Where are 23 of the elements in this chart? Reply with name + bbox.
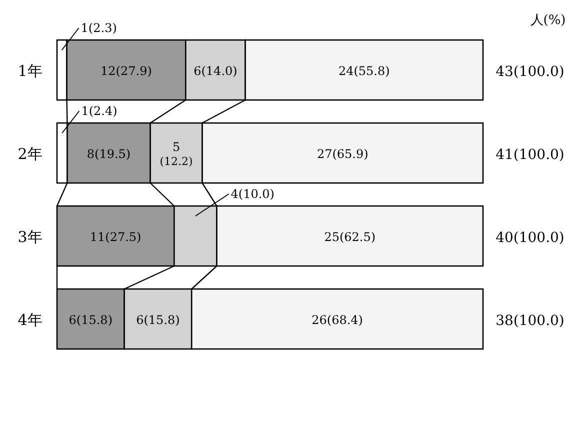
data-label: 27(65.9) xyxy=(316,147,368,161)
y-tick-label: 1年 xyxy=(18,62,42,80)
data-label: 1(2.4) xyxy=(81,104,118,118)
total-label: 38(100.0) xyxy=(496,313,564,329)
data-label: 25(62.5) xyxy=(324,230,376,244)
total-label: 43(100.0) xyxy=(496,64,564,80)
total-label: 40(100.0) xyxy=(496,230,564,246)
data-label: 24(55.8) xyxy=(338,64,390,78)
y-tick-label: 3年 xyxy=(18,228,42,246)
data-label: 1(2.3) xyxy=(80,21,117,35)
data-label: 11(27.5) xyxy=(90,230,142,244)
y-tick-label: 2年 xyxy=(18,145,42,163)
data-label: 5(12.2) xyxy=(160,140,193,168)
data-label: 12(27.9) xyxy=(100,64,152,78)
data-label: 26(68.4) xyxy=(312,313,363,327)
text: 人(%) xyxy=(530,13,566,28)
data-label: 8(19.5) xyxy=(86,147,131,161)
data-label: 4(10.0) xyxy=(230,187,274,201)
data-label: 6(15.8) xyxy=(136,313,180,327)
data-label: 6(15.8) xyxy=(68,313,113,327)
total-label: 41(100.0) xyxy=(496,147,564,163)
data-label: 6(14.0) xyxy=(194,64,238,78)
y-tick-label: 4年 xyxy=(18,311,42,329)
